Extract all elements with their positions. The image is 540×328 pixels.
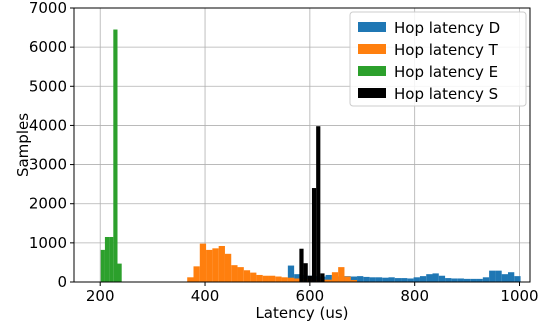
- histogram-bar: [224, 253, 232, 282]
- legend-swatch: [358, 88, 386, 98]
- histogram-bar: [489, 270, 496, 282]
- histogram-bar: [287, 277, 295, 282]
- y-tick-label: 0: [57, 273, 67, 291]
- histogram-bar: [218, 245, 225, 282]
- histogram-bar: [419, 276, 427, 282]
- histogram-bar: [432, 273, 439, 282]
- histogram-bar: [243, 270, 251, 282]
- histogram-bar: [363, 276, 370, 282]
- x-tick-label: 1000: [500, 287, 538, 305]
- histogram-bar: [100, 249, 105, 282]
- x-tick-label: 800: [400, 287, 429, 305]
- histogram-bar: [507, 272, 515, 282]
- histogram-bar: [206, 249, 213, 282]
- histogram-bar: [463, 278, 471, 282]
- y-tick-label: 4000: [29, 116, 67, 134]
- histogram-bar: [457, 278, 464, 282]
- legend-swatch: [358, 22, 386, 32]
- histogram-bar: [407, 278, 414, 282]
- legend-swatch: [358, 66, 386, 76]
- histogram-bar: [237, 267, 244, 282]
- histogram-bar: [109, 236, 114, 282]
- histogram-bar: [401, 278, 408, 282]
- histogram-bar: [350, 280, 358, 282]
- series-hop-latency-t: [187, 243, 358, 282]
- histogram-bar: [250, 272, 257, 282]
- histogram-bar: [294, 278, 301, 282]
- y-tick-label: 1000: [29, 234, 67, 252]
- y-tick-label: 5000: [29, 77, 67, 95]
- histogram-bar: [495, 270, 502, 282]
- histogram-bar: [350, 276, 358, 282]
- axis-ticks: 200 400 600 800 1000 0 1000 2000 3000 4000 5000 600…: [29, 0, 539, 305]
- x-tick-label: 400: [191, 287, 220, 305]
- histogram-bar: [287, 265, 295, 282]
- x-axis-label: Latency (us): [255, 304, 348, 322]
- y-tick-label: 3000: [29, 156, 67, 174]
- histogram-bar: [369, 277, 376, 282]
- histogram-bar: [117, 263, 122, 282]
- histogram-bar: [501, 274, 508, 282]
- legend-label: Hop latency D: [394, 19, 500, 37]
- histogram-bar: [375, 277, 383, 282]
- histogram-bar: [294, 274, 301, 282]
- histogram-bar: [256, 274, 263, 282]
- histogram-bar: [281, 277, 288, 282]
- histogram-bar: [104, 236, 110, 282]
- histogram-bar: [338, 267, 345, 282]
- histogram-bar: [394, 278, 402, 282]
- histogram-bar: [514, 276, 521, 282]
- histogram-bar: [426, 274, 433, 282]
- y-axis-label: Samples: [14, 113, 32, 177]
- plot-frame: [73, 7, 531, 283]
- histogram-bar: [357, 276, 364, 282]
- histogram-bar: [275, 276, 282, 282]
- histogram-bar: [451, 278, 458, 282]
- histogram-bar: [344, 276, 351, 282]
- histogram-bar: [316, 126, 321, 282]
- histogram-bar: [331, 272, 339, 282]
- y-tick-label: 6000: [29, 38, 67, 56]
- histogram-bar: [187, 277, 194, 282]
- histogram-bar: [212, 248, 219, 282]
- histogram-bar: [262, 275, 269, 282]
- histogram-bar: [438, 275, 446, 282]
- histogram-bar: [299, 248, 304, 282]
- histogram-bar: [268, 275, 276, 282]
- histogram-bars: [100, 29, 521, 283]
- histogram-bar: [413, 277, 420, 282]
- histogram-bar: [320, 273, 325, 282]
- histogram-bar: [231, 265, 238, 282]
- legend: Hop latency D Hop latency T Hop latency E H…: [349, 11, 527, 107]
- series-hop-latency-e: [100, 29, 122, 283]
- legend-label: Hop latency T: [394, 41, 499, 59]
- histogram-bar: [482, 277, 490, 282]
- histogram-bar: [382, 277, 389, 282]
- histogram-bar: [303, 263, 308, 282]
- legend-label: Hop latency S: [394, 85, 498, 103]
- y-tick-label: 7000: [29, 0, 67, 17]
- legend-swatch: [358, 44, 386, 54]
- histogram-bar: [476, 278, 483, 282]
- histogram-bar: [199, 243, 207, 282]
- legend-box: [349, 11, 527, 107]
- histogram-bar: [193, 266, 200, 282]
- histogram-bar: [113, 29, 118, 283]
- x-tick-label: 600: [296, 287, 325, 305]
- histogram-bar: [325, 274, 332, 282]
- series-hop-latency-s: [299, 126, 325, 282]
- y-tick-label: 2000: [29, 195, 67, 213]
- histogram-bar: [311, 188, 317, 282]
- histogram-bar: [470, 278, 477, 282]
- histogram-bar: [388, 277, 395, 282]
- legend-label: Hop latency E: [394, 63, 498, 81]
- x-tick-label: 200: [86, 287, 115, 305]
- histogram-bar: [445, 278, 452, 282]
- histogram-bar: [325, 279, 332, 282]
- histogram-bar: [307, 275, 312, 282]
